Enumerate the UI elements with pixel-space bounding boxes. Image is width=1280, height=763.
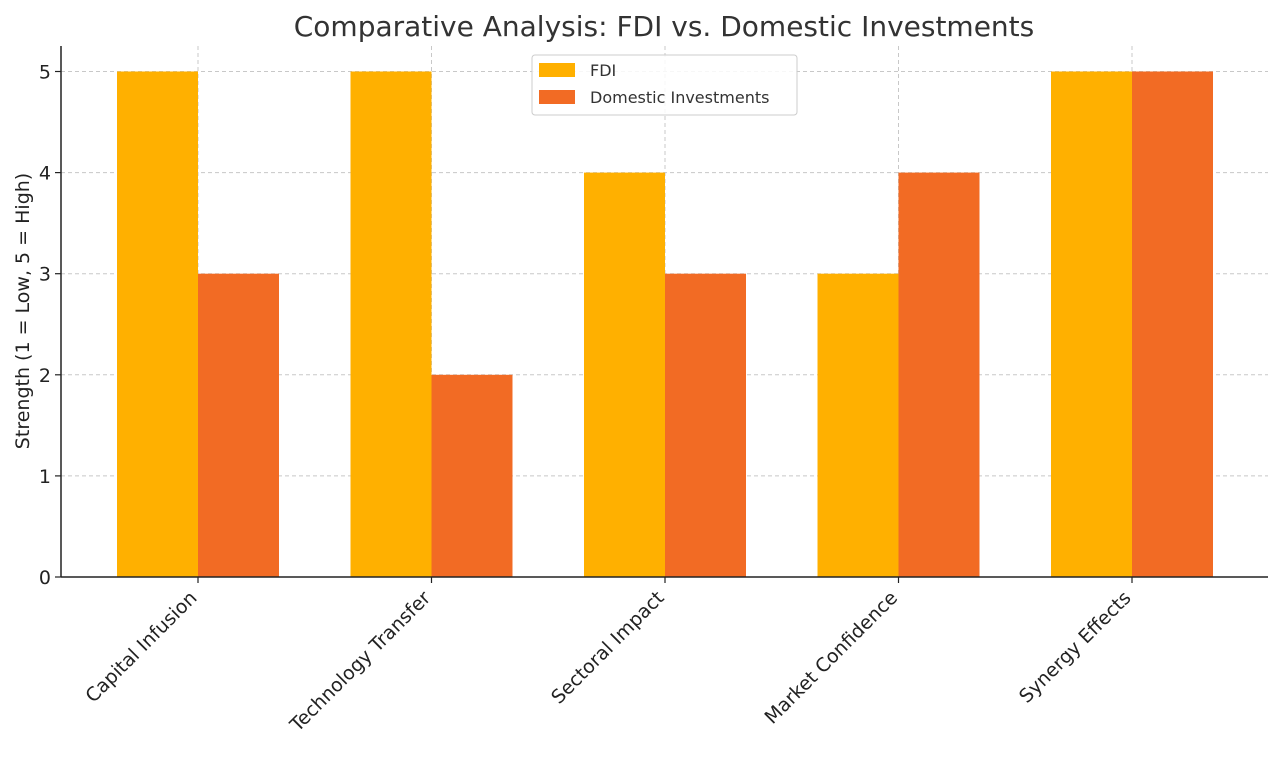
x-tick-label: Capital Infusion (81, 587, 201, 707)
x-ticks: Capital Infusion Technology Transfer Secto… (81, 577, 1136, 737)
bar-fdi-sectoral-impact (584, 172, 665, 577)
bar-fdi-capital-infusion (117, 71, 198, 577)
bar-fdi-synergy-effects (1051, 71, 1132, 577)
bar-domestic-investments-capital-infusion (198, 273, 279, 577)
chart-title: Comparative Analysis: FDI vs. Domestic I… (294, 10, 1035, 43)
bar-domestic-investments-market-confidence (898, 172, 980, 577)
legend-swatch-domestic-investments (539, 90, 575, 104)
bar-domestic-investments-technology-transfer (431, 374, 513, 577)
y-axis-label: Strength (1 = Low, 5 = High) (12, 173, 34, 449)
x-tick-label: Market Confidence (760, 587, 902, 729)
legend-swatch-fdi (539, 63, 575, 77)
bar-fdi-technology-transfer (350, 71, 432, 577)
bar-fdi-market-confidence (817, 273, 899, 577)
x-tick-label: Sectoral Impact (547, 587, 668, 708)
bars (117, 71, 1213, 577)
x-tick-label: Synergy Effects (1015, 587, 1136, 708)
y-tick-label: 1 (39, 466, 51, 488)
y-tick-label: 0 (39, 567, 51, 589)
y-ticks: 0 1 2 3 4 5 (39, 62, 61, 589)
bar-domestic-investments-synergy-effects (1132, 71, 1213, 577)
y-tick-label: 4 (39, 163, 51, 185)
legend-label-domestic-investments: Domestic Investments (590, 88, 769, 107)
legend-label-fdi: FDI (590, 61, 616, 80)
y-tick-label: 2 (39, 365, 51, 387)
y-tick-label: 3 (39, 264, 51, 286)
legend-box (531, 54, 798, 116)
bar-domestic-investments-sectoral-impact (665, 273, 746, 577)
y-tick-label: 5 (39, 62, 51, 84)
x-tick-label: Technology Transfer (285, 587, 435, 737)
legend: FDI Domestic Investments (531, 54, 798, 116)
